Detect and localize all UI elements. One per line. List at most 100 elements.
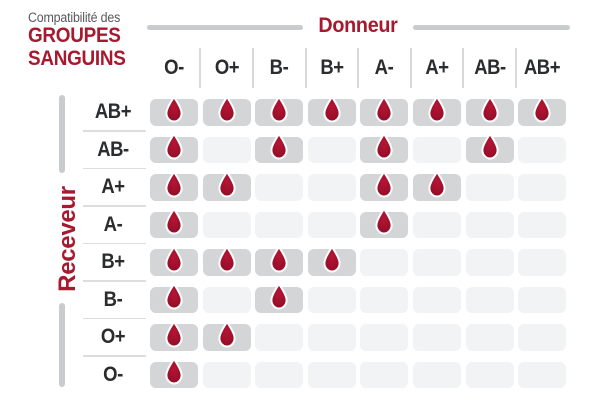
compat-cell-incompatible [518,286,567,313]
compat-cell-incompatible [465,286,514,313]
receiver-label-ab+: AB+ [94,100,132,124]
blood-drop-icon [323,94,341,123]
compat-cell-incompatible [307,286,356,313]
compat-cell-compatible [255,94,304,126]
blood-drop-icon [165,357,183,385]
blood-drop-icon [270,244,288,273]
blood-drop-icon [165,132,183,160]
compat-cell-incompatible [307,361,356,388]
compat-cell-compatible [465,94,514,126]
donor-header-divider [462,48,465,88]
compat-cell-compatible [413,169,461,201]
blood-drop-icon [165,169,183,198]
compat-cell-incompatible [518,249,567,276]
blood-drop-icon [270,94,288,123]
compat-cell-incompatible [307,324,356,351]
receiver-row-divider [83,280,146,282]
compat-cell-compatible [202,169,251,201]
compat-cell-incompatible [518,361,567,388]
compat-cell-incompatible [202,361,251,388]
blood-drop-icon [480,94,499,123]
compat-cell-incompatible [255,174,304,201]
receiver-row-divider [83,167,146,170]
blood-drop-icon [375,207,394,235]
blood-drop-icon [323,244,341,273]
compat-cell-incompatible [307,174,356,201]
compat-cell-compatible [360,169,409,201]
compat-cell-incompatible [202,136,251,163]
compat-cell-compatible [150,207,198,238]
compat-cell-incompatible [413,136,461,163]
compat-cell-compatible [413,94,461,126]
blood-drop-icon [375,169,394,198]
chart-title: Compatibilité des GROUPES SANGUINS [28,10,136,70]
compat-cell-compatible [360,94,409,126]
compat-cell-compatible [255,244,304,276]
compat-cell-compatible [255,132,304,163]
compat-cell-incompatible [465,174,514,201]
compat-cell-incompatible [360,324,409,351]
compat-cell-incompatible [202,286,251,313]
blood-drop-icon [270,132,288,160]
compat-cell-incompatible [518,174,567,201]
receiver-label-o+: O+ [100,325,126,349]
donor-header-ab+: AB+ [524,56,561,79]
receiver-row-divider [83,242,146,245]
donor-header-a-: A- [375,56,394,79]
receiver-row-divider [83,205,146,207]
donor-header-ab-: AB- [473,56,506,79]
donor-header-o+: O+ [214,56,239,79]
compat-cell-incompatible [465,324,514,351]
compat-cell-incompatible [307,136,356,163]
blood-drop-icon [165,207,183,235]
compat-cell-compatible [202,94,251,126]
compat-cell-compatible [150,319,198,351]
blood-drop-icon [217,244,236,273]
compat-cell-incompatible [413,286,461,313]
receiver-label-a-: A- [103,212,123,236]
compat-cell-incompatible [413,249,461,276]
compat-cell-compatible [360,132,409,163]
blood-drop-icon [165,94,183,123]
title-subtext: Compatibilité des [28,10,121,25]
compat-cell-compatible [360,207,409,238]
donor-header-divider [251,48,254,88]
compat-cell-compatible [150,244,198,276]
compat-cell-compatible [150,169,198,201]
compat-cell-incompatible [255,324,304,351]
blood-drop-icon [217,169,236,198]
blood-drop-icon [165,282,183,310]
compat-cell-incompatible [518,324,567,351]
title-line2: SANGUINS [28,46,126,70]
blood-drop-icon [165,244,183,273]
compat-cell-incompatible [255,361,304,388]
receiver-axis-line-top [59,95,65,173]
donor-header-divider [304,48,307,88]
donor-axis-label: Donneur [318,14,398,37]
compat-cell-incompatible [360,249,409,276]
compat-cell-incompatible [360,361,409,388]
title-line1: GROUPES [28,24,121,47]
donor-header-a+: A+ [425,56,449,79]
blood-drop-icon [165,319,183,348]
compat-cell-incompatible [465,361,514,388]
donor-header-divider [514,48,517,88]
compat-cell-compatible [202,319,251,351]
compat-cell-compatible [307,94,356,126]
compat-cell-compatible [202,244,251,276]
compat-cell-incompatible [465,211,514,238]
donor-header-divider [357,48,360,88]
blood-drop-icon [217,94,236,123]
donor-header-b+: B+ [320,56,344,79]
compat-cell-incompatible [360,286,409,313]
compat-cell-incompatible [518,211,567,238]
compat-cell-incompatible [255,211,304,238]
compat-cell-incompatible [307,211,356,238]
receiver-label-b-: B- [103,287,123,311]
compat-cell-incompatible [413,324,461,351]
compat-cell-compatible [255,282,304,313]
receiver-axis-line-bottom [59,303,65,387]
blood-drop-icon [375,94,394,123]
blood-drop-icon [428,94,446,123]
receiver-label-o-: O- [103,362,123,386]
